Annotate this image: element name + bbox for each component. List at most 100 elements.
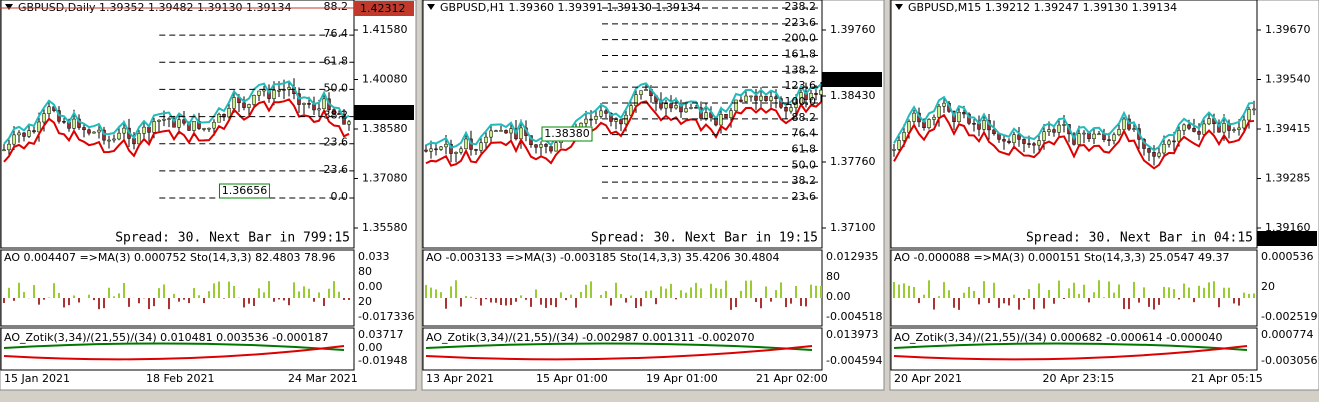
candle <box>784 107 788 112</box>
spread: Spread: 30. Next Bar in 04:15 <box>1026 231 1253 246</box>
candle <box>1152 152 1156 157</box>
zotik-red <box>893 345 1248 361</box>
candle <box>1157 152 1161 157</box>
zotik-axis: 0.03717 <box>358 328 404 341</box>
window <box>0 249 355 327</box>
fib-label: 23.6 <box>792 190 817 203</box>
header-arrow <box>5 4 13 10</box>
candle <box>117 132 121 140</box>
fib-label: 61.8 <box>792 143 817 156</box>
candle <box>332 109 336 114</box>
price-label: 1.37760 <box>830 155 876 168</box>
candle <box>539 144 543 148</box>
candle <box>774 96 778 99</box>
date-label: 13 Apr 2021 <box>426 372 494 385</box>
candle <box>1222 123 1226 133</box>
zotik-label: AO_Zotik(3,34)/(21,55)/(34) -0.002987 0.… <box>426 331 755 344</box>
date-label: 15 Apr 01:00 <box>536 372 608 385</box>
fib-label: 223.6 <box>785 16 817 29</box>
ma-red <box>893 113 1255 170</box>
chart-header: GBPUSD,H1 1.39360 1.39391 1.39130 1.3913… <box>440 1 701 14</box>
candle <box>464 138 468 150</box>
fib-label: 76.4 <box>324 27 349 40</box>
price-label: 1.37080 <box>362 172 408 185</box>
candle <box>624 114 628 125</box>
candle <box>669 103 673 109</box>
candle <box>892 149 896 151</box>
candle <box>754 95 758 101</box>
candle <box>212 121 216 129</box>
candle <box>162 118 166 121</box>
candle <box>1132 128 1136 130</box>
candle <box>1237 127 1241 130</box>
ao-axis: -0.002519 <box>1261 310 1317 323</box>
candle <box>719 114 723 126</box>
current-price-box <box>354 105 414 120</box>
zotik-green <box>3 342 345 351</box>
window <box>890 0 1258 249</box>
panel-bg <box>421 0 885 391</box>
candle <box>97 129 101 133</box>
candle <box>1242 119 1246 129</box>
candle <box>494 130 498 132</box>
candle <box>664 103 668 109</box>
candle <box>634 94 638 106</box>
zotik-axis: 0.00 <box>358 341 383 354</box>
chart-header: GBPUSD,M15 1.39212 1.39247 1.39130 1.391… <box>908 1 1177 14</box>
fib-label: 50.0 <box>324 81 349 94</box>
header-arrow <box>427 4 435 10</box>
fib-label: 161.8 <box>785 48 817 61</box>
ao-axis: 0.00 <box>826 290 851 303</box>
candle <box>1232 129 1236 131</box>
candle <box>684 108 688 113</box>
fib-label: 23.6 <box>324 163 349 176</box>
current-price-box <box>822 72 882 87</box>
candle <box>1082 132 1086 135</box>
candle <box>967 113 971 124</box>
candle <box>22 132 26 137</box>
candle <box>82 127 86 131</box>
candle <box>1042 131 1046 141</box>
date-label: 21 Apr 05:15 <box>1191 372 1263 385</box>
candle <box>942 102 946 107</box>
candle <box>72 118 76 129</box>
candle <box>902 132 906 141</box>
candle <box>337 113 341 115</box>
candle <box>142 126 146 134</box>
candle <box>504 130 508 134</box>
candle <box>819 89 823 95</box>
candle <box>479 142 483 151</box>
candle <box>957 112 961 123</box>
window <box>890 327 1258 371</box>
fib-label: 138.2 <box>785 63 817 76</box>
window <box>0 327 355 371</box>
window <box>0 0 355 249</box>
candle <box>897 140 901 150</box>
price-label: 1.38580 <box>362 122 408 135</box>
candle <box>112 138 116 141</box>
date-label: 21 Apr 02:00 <box>756 372 828 385</box>
candle <box>27 130 31 137</box>
date-label: 20 Apr 23:15 <box>1043 372 1115 385</box>
candle <box>1117 129 1121 136</box>
fib-label: 38.2 <box>324 109 349 122</box>
fib-label: 0.0 <box>331 190 349 203</box>
candle <box>257 90 261 96</box>
price-label: 1.38430 <box>830 89 876 102</box>
candle <box>1062 124 1066 126</box>
candle <box>1077 133 1081 145</box>
candle <box>972 123 976 125</box>
ao-label: AO 0.004407 =>MA(3) 0.000752 Sto(14,3,3)… <box>4 251 336 264</box>
ao-axis: 0.033 <box>358 250 390 263</box>
candle <box>1047 129 1051 132</box>
price-label: 1.40080 <box>362 73 408 86</box>
candle <box>1197 131 1201 135</box>
current-price: 1.39134 <box>828 73 874 86</box>
fib-label: 38.2 <box>792 174 817 187</box>
candle <box>1022 139 1026 144</box>
candle <box>37 121 41 133</box>
candle <box>242 102 246 108</box>
candle <box>509 128 513 134</box>
price-label: 1.39160 <box>1265 221 1311 234</box>
date-label: 15 Jan 2021 <box>4 372 70 385</box>
